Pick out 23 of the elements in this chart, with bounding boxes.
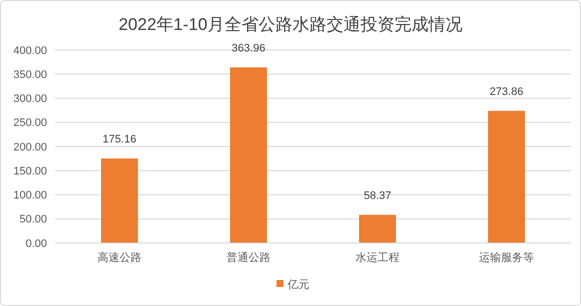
data-label: 363.96 xyxy=(232,42,266,54)
x-tick-label: 运输服务等 xyxy=(479,251,534,264)
y-tick-label: 200.00 xyxy=(13,141,47,154)
y-tick-label: 0.00 xyxy=(26,238,47,250)
legend-label: 亿元 xyxy=(286,278,310,291)
chart-title: 2022年1-10月全省公路水路交通投资完成情况 xyxy=(118,15,462,34)
data-label: 175.16 xyxy=(102,133,136,146)
x-tick-label: 高速公路 xyxy=(98,251,142,264)
y-tick-label: 150.00 xyxy=(13,165,47,178)
bar xyxy=(488,110,525,243)
bar xyxy=(230,67,267,243)
data-label: 58.37 xyxy=(364,190,392,202)
y-tick-label: 50.00 xyxy=(19,214,47,226)
y-tick-label: 400.00 xyxy=(13,44,47,57)
x-tick-label: 普通公路 xyxy=(226,251,270,264)
y-tick-label: 100.00 xyxy=(13,190,47,202)
bar xyxy=(359,214,396,243)
data-label: 273.86 xyxy=(490,86,524,98)
y-tick-label: 350.00 xyxy=(13,68,47,81)
x-tick-label: 水运工程 xyxy=(356,251,400,264)
y-tick-label: 250.00 xyxy=(13,117,47,130)
bar xyxy=(101,158,138,243)
y-tick-label: 300.00 xyxy=(13,93,47,106)
